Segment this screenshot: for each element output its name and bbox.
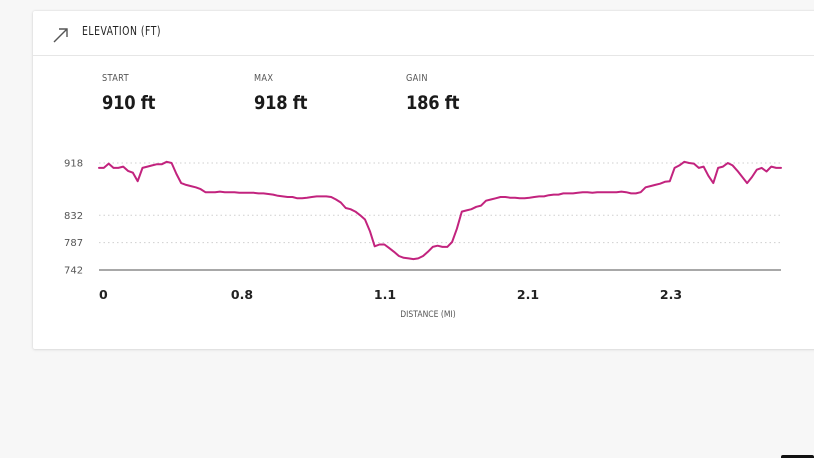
y-tick-label: 742 bbox=[64, 266, 83, 277]
y-tick-label: 918 bbox=[64, 159, 83, 170]
x-tick-label: 1.1 bbox=[374, 287, 396, 302]
x-axis-title: DISTANCE (MI) bbox=[400, 308, 455, 319]
y-tick-label: 832 bbox=[64, 211, 83, 222]
stat-label: GAIN bbox=[406, 73, 428, 84]
elevation-chart: 918 832 787 742 0 0.8 1.1 2.1 2.3 DISTANCE (MI) bbox=[64, 159, 782, 319]
trend-arrow-icon bbox=[53, 28, 68, 43]
x-tick-label: 0.8 bbox=[231, 287, 253, 302]
card-header: ELEVATION (FT) bbox=[33, 11, 814, 56]
x-tick-label: 2.1 bbox=[517, 287, 539, 302]
elevation-line bbox=[98, 160, 782, 261]
x-tick-label: 2.3 bbox=[660, 287, 682, 302]
stat-value: 910 ft bbox=[102, 92, 156, 114]
stat-start: START 910 ft bbox=[102, 73, 164, 114]
card-title: ELEVATION (FT) bbox=[82, 24, 162, 38]
stat-max: MAX 918 ft bbox=[254, 73, 316, 114]
y-tick-label: 787 bbox=[64, 238, 83, 249]
stat-label: MAX bbox=[254, 73, 274, 84]
stat-value: 186 ft bbox=[406, 92, 460, 114]
stat-value: 918 ft bbox=[254, 92, 308, 114]
stat-gain: GAIN 186 ft bbox=[406, 73, 468, 114]
corner-widget bbox=[781, 455, 814, 458]
elevation-card: ELEVATION (FT) START 910 ft MAX 918 ft G… bbox=[33, 11, 814, 349]
stat-label: START bbox=[102, 73, 129, 84]
x-tick-label: 0 bbox=[99, 287, 108, 302]
